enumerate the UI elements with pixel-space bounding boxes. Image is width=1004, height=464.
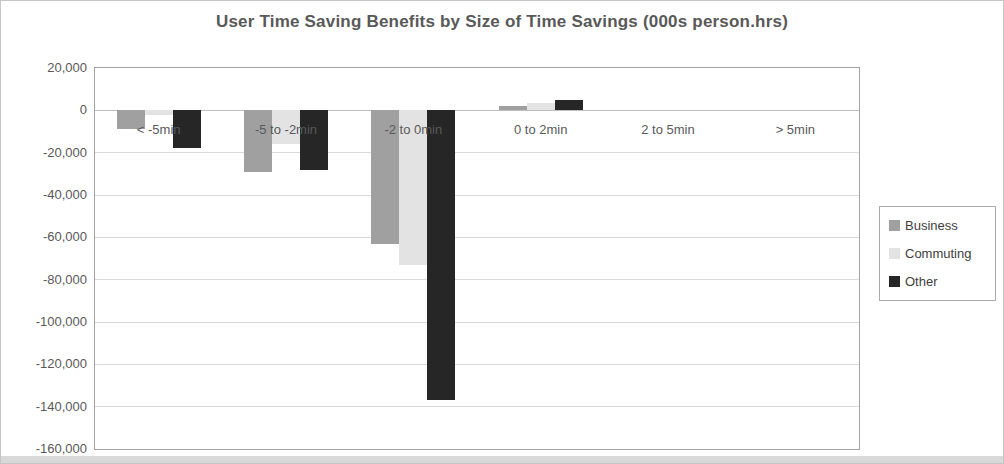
bottom-edge-strip: [1, 455, 1003, 463]
gridline: [95, 152, 859, 153]
x-category-label: < -5min: [95, 122, 222, 137]
gridline: [95, 279, 859, 280]
bar-other-3: [555, 100, 583, 111]
bar-commuting-3: [527, 103, 555, 110]
legend-label: Business: [905, 218, 958, 233]
y-tick-label: -80,000: [1, 271, 87, 286]
bar-other-2: [427, 110, 455, 400]
gridline: [95, 322, 859, 323]
y-tick-label: 20,000: [1, 60, 87, 75]
y-tick-label: -40,000: [1, 187, 87, 202]
bar-business-3: [499, 106, 527, 110]
x-category-label: 2 to 5min: [604, 122, 731, 137]
gridline: [95, 195, 859, 196]
legend-item-commuting: Commuting: [889, 246, 987, 261]
plot-area: < -5min-5 to -2min-2 to 0min0 to 2min2 t…: [94, 67, 860, 450]
bar-business-1: [244, 110, 272, 171]
gridline: [95, 364, 859, 365]
legend-label: Other: [905, 274, 938, 289]
x-category-label: > 5min: [732, 122, 859, 137]
legend-item-other: Other: [889, 274, 987, 289]
y-tick-label: -60,000: [1, 229, 87, 244]
bar-other-1: [300, 110, 328, 169]
bar-business-2: [371, 110, 399, 243]
y-axis: 20,0000-20,000-40,000-60,000-80,000-100,…: [1, 67, 87, 448]
chart-title: User Time Saving Benefits by Size of Tim…: [1, 12, 1003, 32]
y-tick-label: -20,000: [1, 144, 87, 159]
legend-item-business: Business: [889, 218, 987, 233]
legend-swatch-other: [889, 276, 900, 287]
bar-business-0: [117, 110, 145, 129]
y-tick-label: -160,000: [1, 441, 87, 456]
y-tick-label: -120,000: [1, 356, 87, 371]
bar-other-0: [173, 110, 201, 148]
legend-swatch-commuting: [889, 248, 900, 259]
chart-frame: User Time Saving Benefits by Size of Tim…: [0, 0, 1004, 464]
legend-label: Commuting: [905, 246, 971, 261]
x-axis-line: [95, 110, 859, 111]
bar-commuting-2: [399, 110, 427, 265]
gridline: [95, 237, 859, 238]
gridline: [95, 406, 859, 407]
y-tick-label: -100,000: [1, 314, 87, 329]
legend: Business Commuting Other: [879, 206, 996, 301]
y-tick-label: 0: [1, 102, 87, 117]
legend-swatch-business: [889, 220, 900, 231]
bar-commuting-0: [145, 110, 173, 114]
x-category-label: 0 to 2min: [477, 122, 604, 137]
bar-commuting-1: [272, 110, 300, 144]
y-tick-label: -140,000: [1, 398, 87, 413]
